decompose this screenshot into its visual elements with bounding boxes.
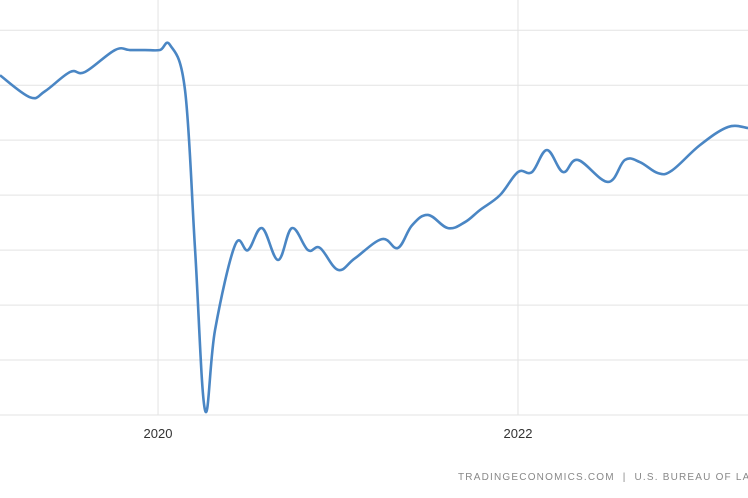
x-tick-label: 2022	[504, 426, 533, 441]
x-tick-label: 2020	[144, 426, 173, 441]
source: TRADINGECONOMICS.COM | U.S. BUREAU OF LA	[458, 472, 748, 483]
line	[0, 41, 748, 414]
